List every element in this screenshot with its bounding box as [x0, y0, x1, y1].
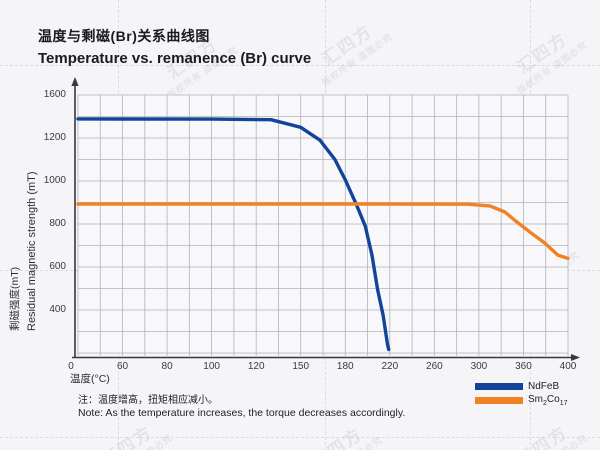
- y-axis-title-en: Residual magnetic strength (mT): [26, 171, 38, 331]
- x-tick-label: 400: [559, 361, 577, 372]
- x-tick-label: 260: [426, 361, 443, 372]
- legend-label-sm2co17: Sm2Co17: [528, 393, 568, 407]
- y-tick-label: 1600: [43, 89, 66, 100]
- x-axis-title: 温度(°C): [70, 373, 110, 385]
- footnote: 注：温度增高，扭矩相应减小。 Note: As the temperature …: [78, 395, 405, 419]
- chart-title-zh: 温度与剩磁(Br)关系曲线图: [38, 28, 210, 44]
- series-line-sm2co17: [76, 202, 570, 261]
- x-tick-label: 220: [381, 361, 399, 372]
- y-tick-label: 800: [49, 218, 66, 229]
- x-tick-label: 180: [336, 361, 354, 372]
- y-tick-label: 1200: [43, 132, 66, 143]
- x-tick-label: 300: [470, 361, 488, 372]
- x-tick-label: 60: [116, 361, 129, 372]
- series-line-ndfeb: [76, 117, 391, 352]
- legend-item-sm2co17: Sm2Co17: [475, 393, 568, 407]
- legend-label-ndfeb: NdFeB: [528, 380, 560, 392]
- x-tick-label: 150: [292, 361, 310, 372]
- footnote-zh: 注：温度增高，扭矩相应减小。: [78, 395, 218, 406]
- x-tick-label: 0: [68, 361, 74, 372]
- x-tick-label: 360: [515, 361, 532, 372]
- y-tick-label: 400: [49, 304, 66, 315]
- y-tick-label: 600: [49, 261, 66, 272]
- title-block: 温度与剩磁(Br)关系曲线图 Temperature vs. remanence…: [38, 26, 311, 67]
- chart-title-en: Temperature vs. remanence (Br) curve: [38, 50, 312, 67]
- legend-swatch-sm2co17: [475, 396, 523, 404]
- y-axis-title-zh: 剩磁强度(mT): [9, 266, 21, 331]
- legend: NdFeB Sm2Co17: [475, 381, 568, 409]
- y-axis-arrow: [71, 77, 79, 86]
- x-axis-arrow: [571, 354, 580, 361]
- x-tick-label: 120: [247, 361, 265, 372]
- y-tick-label: 1000: [43, 175, 66, 186]
- x-tick-label: 100: [203, 361, 220, 372]
- footnote-en: Note: As the temperature increases, the …: [78, 406, 406, 419]
- legend-swatch-ndfeb: [475, 382, 523, 390]
- x-tick-label: 80: [161, 361, 173, 372]
- legend-item-ndfeb: NdFeB: [475, 380, 568, 392]
